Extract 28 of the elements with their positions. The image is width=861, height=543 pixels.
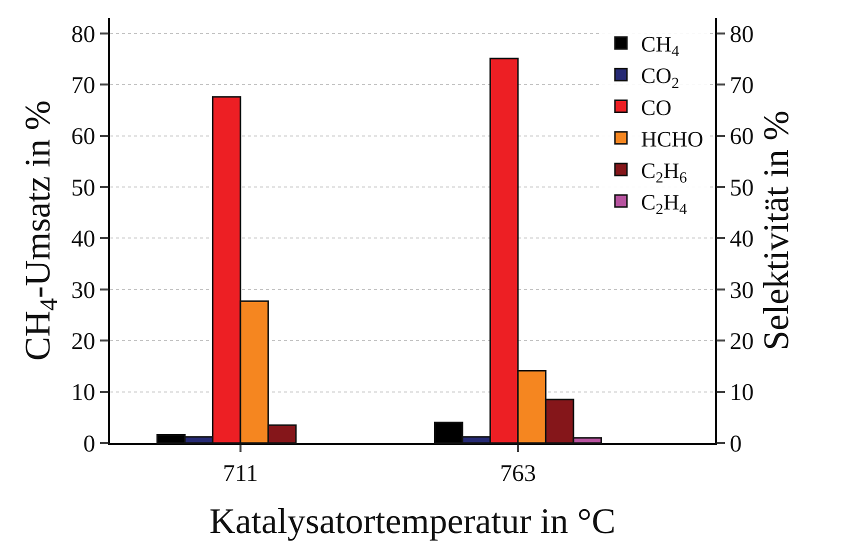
y-tick-label: 10 bbox=[71, 380, 96, 406]
y-tick-label: 20 bbox=[71, 328, 96, 355]
legend-label: C$_{2}$H$_{4}$ bbox=[640, 190, 688, 218]
y2-tick-label: 10 bbox=[730, 380, 754, 406]
legend-label: CO bbox=[640, 94, 672, 120]
x-tick-label: 763 bbox=[500, 460, 536, 487]
y-tick-label: 50 bbox=[71, 175, 96, 202]
y2-axis-title: Selektivität in % bbox=[756, 110, 796, 350]
x-tick-label: 711 bbox=[222, 460, 258, 487]
y-tick-label: 40 bbox=[71, 226, 96, 253]
legend-label: HCHO bbox=[640, 126, 704, 152]
y2-tick-label: 70 bbox=[730, 72, 754, 99]
legend-label: C$_{2}$H$_{6}$ bbox=[640, 158, 688, 187]
y2-tick-label: 40 bbox=[730, 226, 754, 253]
y-tick-label: 30 bbox=[71, 278, 96, 304]
y-tick-label: 60 bbox=[71, 124, 96, 150]
y-tick-label: 70 bbox=[71, 72, 96, 99]
y2-tick-label: 30 bbox=[730, 278, 754, 304]
x-axis-title: Katalysatortemperatur in °C bbox=[209, 501, 616, 541]
legend-label: CH$_{4}$ bbox=[640, 32, 680, 60]
y2-tick-label: 80 bbox=[730, 22, 754, 48]
y2-tick-label: 0 bbox=[730, 431, 742, 458]
y2-tick-label: 50 bbox=[730, 175, 754, 202]
y-tick-label: 0 bbox=[83, 431, 96, 458]
y2-tick-label: 20 bbox=[730, 328, 754, 355]
y2-tick-label: 60 bbox=[730, 124, 754, 150]
legend-label: CO$_{2}$ bbox=[640, 63, 680, 92]
y-tick-label: 80 bbox=[71, 22, 96, 48]
